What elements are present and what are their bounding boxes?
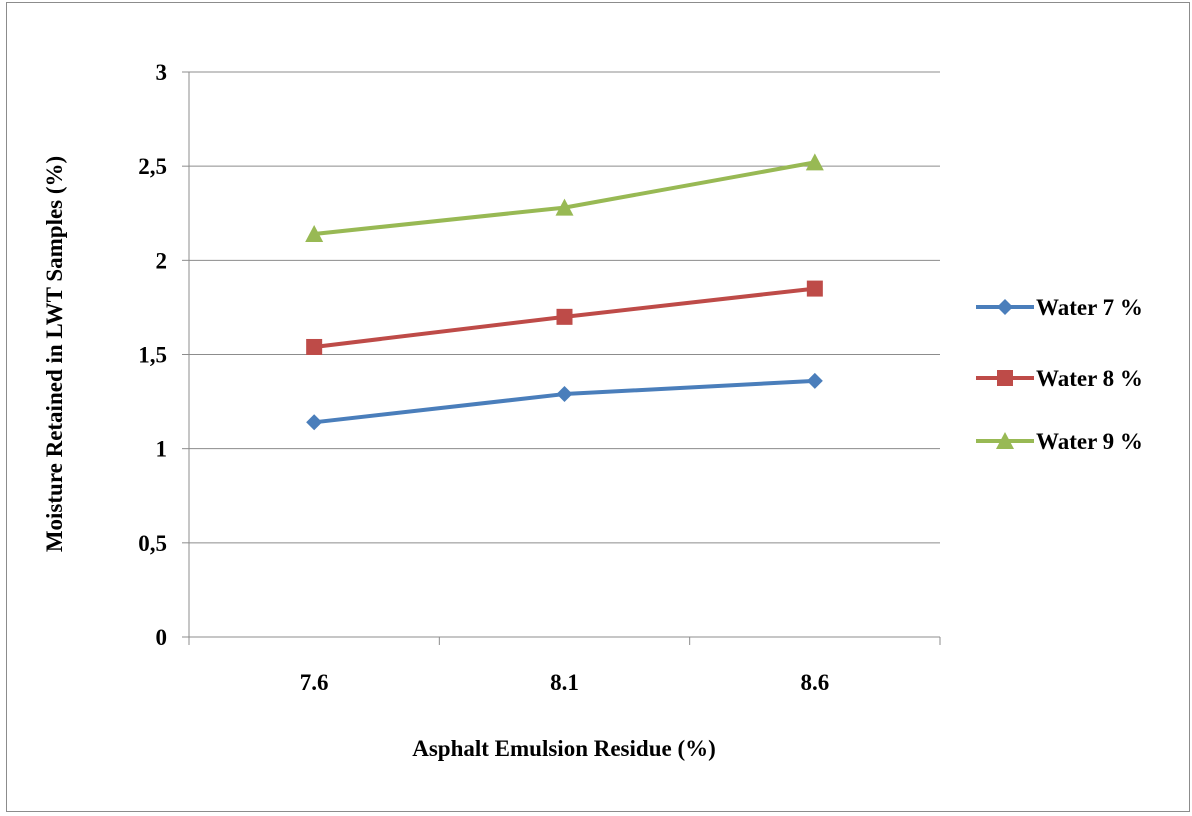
- data-point-triangle: [805, 153, 824, 171]
- x-tick-label: 8.6: [800, 670, 829, 695]
- legend-label: Water 8 %: [1036, 366, 1143, 391]
- data-point-diamond: [997, 299, 1013, 315]
- series-water-7: [306, 372, 823, 431]
- x-axis-title: Asphalt Emulsion Residue (%): [412, 736, 716, 761]
- data-point-diamond: [806, 372, 823, 389]
- series-group: [305, 153, 824, 431]
- data-point-diamond: [306, 414, 323, 431]
- y-tick-label: 0: [156, 625, 168, 650]
- y-axis-title: Moisture Retained in LWT Samples (%): [42, 156, 67, 552]
- data-point-square: [556, 308, 573, 325]
- data-point-triangle: [996, 432, 1014, 449]
- y-tick-label: 2: [156, 248, 168, 273]
- chart-frame: [6, 2, 1190, 812]
- legend-item: Water 9 %: [976, 429, 1143, 454]
- legend-item: Water 8 %: [976, 366, 1143, 391]
- data-point-triangle: [305, 224, 324, 242]
- legend-label: Water 9 %: [1036, 429, 1143, 454]
- y-tick-label: 3: [156, 60, 168, 85]
- legend-item: Water 7 %: [976, 295, 1143, 320]
- y-tick-label: 0,5: [138, 531, 167, 556]
- y-tick-label: 1: [156, 437, 168, 462]
- x-tick-label: 8.1: [550, 670, 579, 695]
- legend: Water 7 % Water 8 % Water 9 %: [976, 295, 1143, 454]
- y-tick-labels: 0 0,5 1 1,5 2 2,5 3: [138, 60, 167, 650]
- data-point-triangle: [555, 198, 574, 216]
- data-point-square: [806, 280, 823, 297]
- data-point-square: [997, 370, 1013, 386]
- series-water-9: [305, 153, 824, 242]
- x-tick-label: 7.6: [300, 670, 329, 695]
- x-tick-labels: 7.6 8.1 8.6: [300, 670, 829, 695]
- series-water-8: [306, 280, 823, 355]
- data-point-square: [306, 338, 323, 355]
- gridlines: [189, 71, 940, 544]
- series-line: [313, 160, 816, 236]
- y-tick-label: 2,5: [138, 154, 167, 179]
- axes: [182, 71, 941, 645]
- data-point-diamond: [556, 386, 573, 403]
- y-tick-label: 1,5: [138, 343, 167, 368]
- legend-label: Water 7 %: [1036, 295, 1143, 320]
